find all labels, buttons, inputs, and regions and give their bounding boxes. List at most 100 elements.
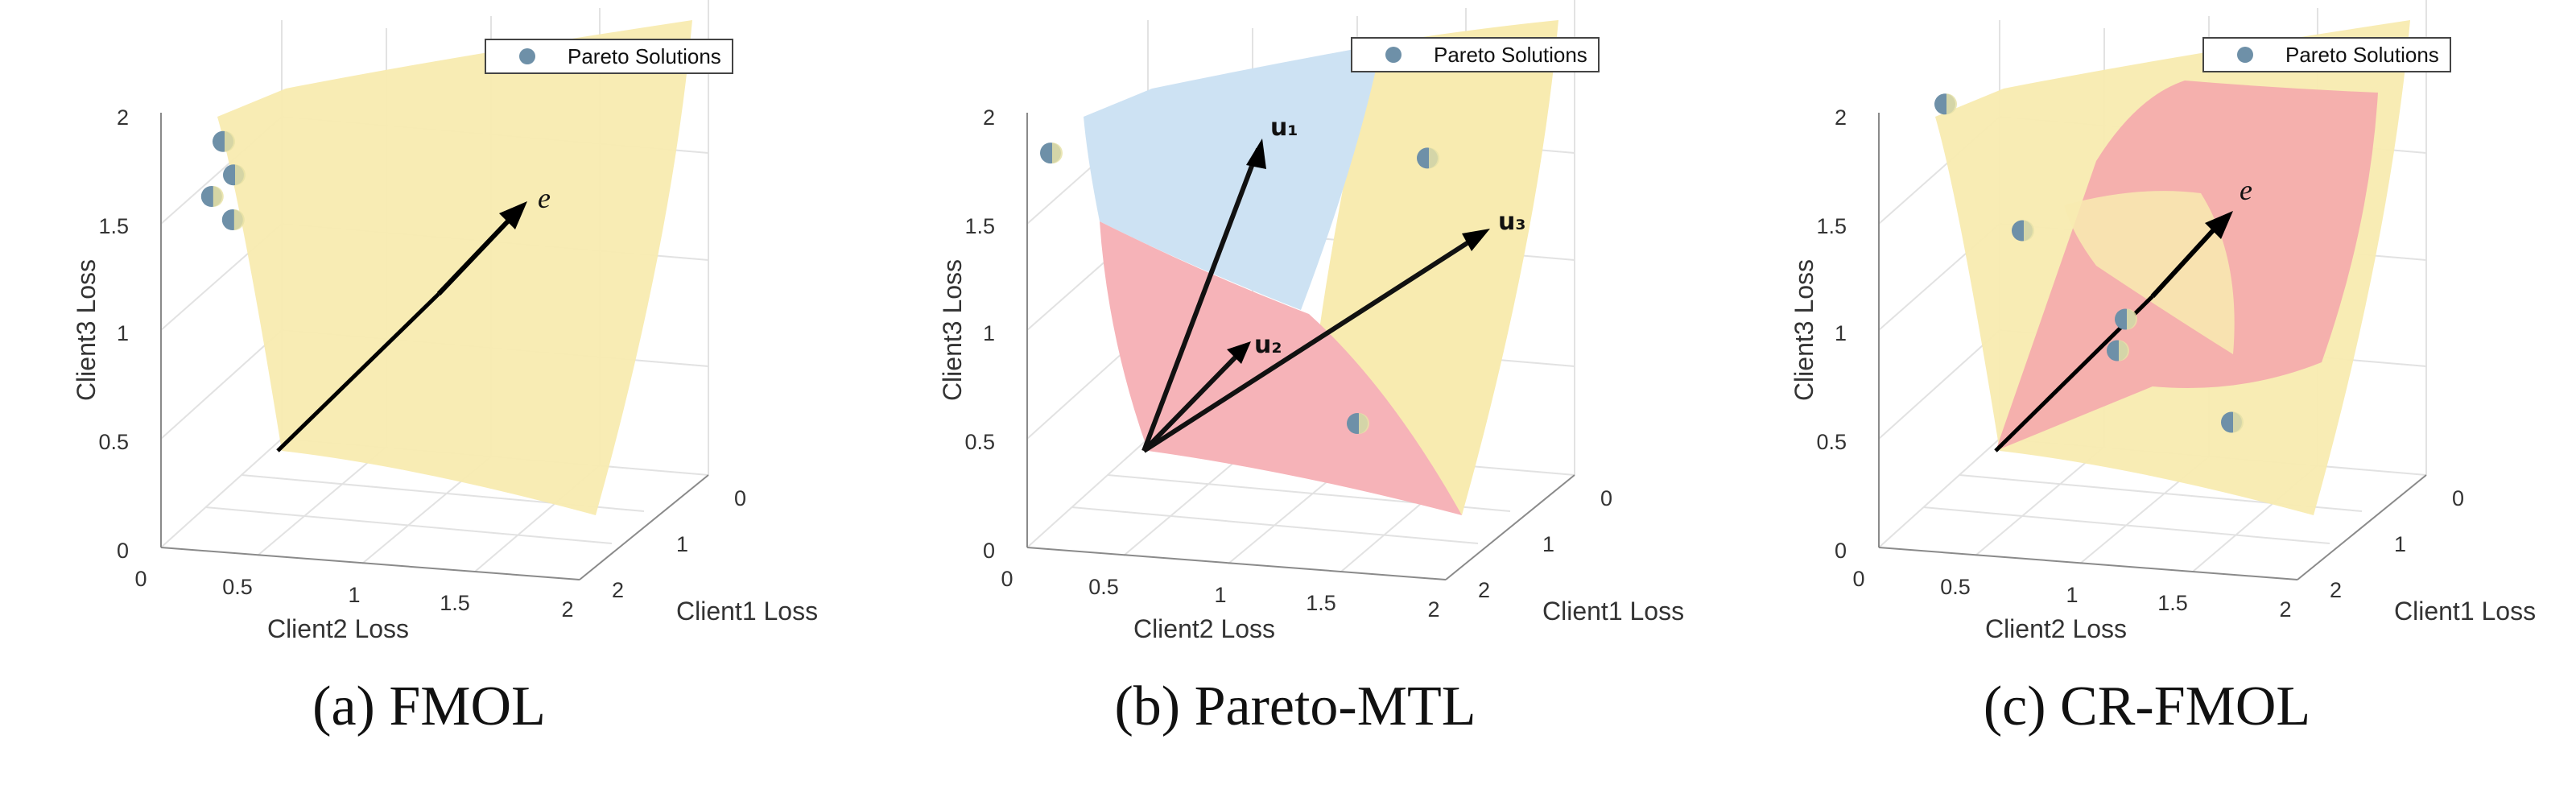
x-tick: 1 — [676, 532, 688, 556]
x-tick-labels: 0 1 2 — [1478, 486, 1612, 602]
pareto-point — [1934, 93, 1957, 115]
vector-label: u₃ — [1498, 208, 1526, 236]
pareto-points — [1040, 143, 1439, 434]
z-tick: 1.5 — [1816, 214, 1847, 238]
z-tick: 0.5 — [98, 430, 129, 454]
y-tick: 1.5 — [2157, 591, 2188, 615]
y-tick: 0.5 — [222, 575, 253, 599]
x-tick-labels: 0 1 2 — [612, 486, 746, 602]
x-tick: 2 — [1478, 578, 1490, 602]
pareto-point — [1040, 143, 1063, 164]
pareto-point — [213, 130, 235, 152]
y-tick-labels: 0 0.5 1 1.5 2 — [134, 567, 573, 622]
y-axis-label: Client2 Loss — [267, 614, 409, 643]
chart-fmol-svg: 0 0.5 1 1.5 2 0 0.5 1 1.5 2 0 1 2 Client… — [72, 0, 818, 643]
y-tick: 1.5 — [1306, 591, 1336, 615]
y-tick: 1 — [2066, 583, 2078, 607]
x-tick: 0 — [734, 486, 746, 510]
legend: Pareto Solutions — [1351, 37, 1600, 72]
region-u2 — [1100, 221, 1462, 515]
z-tick: 2 — [1835, 105, 1847, 130]
y-axis-label: Client2 Loss — [1985, 614, 2127, 643]
x-tick-labels: 0 1 2 — [2330, 486, 2464, 602]
y-tick: 0.5 — [1088, 575, 1119, 599]
caption-pareto-mtl: (b) Pareto-MTL — [1114, 675, 1476, 737]
z-tick: 0 — [983, 539, 995, 563]
z-tick-labels: 0 0.5 1 1.5 2 — [964, 105, 995, 563]
x-tick: 0 — [1600, 486, 1612, 510]
legend: Pareto Solutions — [2202, 37, 2451, 72]
z-tick: 2 — [983, 105, 995, 130]
y-tick: 0 — [1001, 567, 1013, 591]
y-tick-labels: 0 0.5 1 1.5 2 — [1001, 567, 1439, 622]
panel-cr-fmol: 0 0.5 1 1.5 2 0 0.5 1 1.5 2 0 1 2 Client… — [1718, 0, 2576, 789]
x-tick: 2 — [612, 578, 624, 602]
x-tick: 1 — [2394, 532, 2406, 556]
y-tick: 2 — [561, 597, 573, 622]
z-tick: 1 — [983, 321, 995, 345]
z-axis-label: Client3 Loss — [1790, 259, 1818, 401]
x-axis-label: Client1 Loss — [2394, 597, 2536, 626]
z-tick-labels: 0 0.5 1 1.5 2 — [98, 105, 129, 563]
x-tick: 2 — [2330, 578, 2342, 602]
z-tick-labels: 0 0.5 1 1.5 2 — [1816, 105, 1847, 563]
y-tick: 1 — [348, 583, 360, 607]
y-tick: 2 — [1427, 597, 1439, 622]
vector-label: u₁ — [1270, 114, 1298, 142]
x-axis-label: Client1 Loss — [676, 597, 818, 626]
vector-u3: u₃ — [1142, 208, 1526, 453]
z-axis-label: Client3 Loss — [938, 259, 967, 401]
z-tick: 0 — [1835, 539, 1847, 563]
legend-label: Pareto Solutions — [568, 44, 721, 68]
region-u1 — [1084, 44, 1381, 310]
vector-label: e⃗ — [538, 182, 573, 214]
z-tick: 1 — [117, 321, 129, 345]
legend-marker — [2237, 47, 2253, 63]
vector-label: e⃗ — [2240, 174, 2275, 206]
legend-marker — [519, 48, 535, 64]
legend: Pareto Solutions — [485, 39, 733, 74]
pareto-point — [1417, 147, 1439, 169]
z-tick: 1.5 — [98, 214, 129, 238]
pareto-point — [2221, 411, 2244, 433]
y-tick: 1.5 — [440, 591, 470, 615]
vector-u1: u₁ — [1141, 114, 1298, 452]
pareto-point — [223, 164, 246, 186]
z-tick: 1.5 — [964, 214, 995, 238]
y-tick-labels: 0 0.5 1 1.5 2 — [1852, 567, 2291, 622]
legend-label: Pareto Solutions — [1434, 43, 1587, 67]
chart-cr-fmol-svg: 0 0.5 1 1.5 2 0 0.5 1 1.5 2 0 1 2 Client… — [1790, 0, 2536, 643]
z-axis-label: Client3 Loss — [72, 259, 101, 401]
z-tick: 1 — [1835, 321, 1847, 345]
y-tick: 1 — [1214, 583, 1226, 607]
x-axis-label: Client1 Loss — [1542, 597, 1684, 626]
pareto-point — [2107, 340, 2129, 361]
x-tick: 0 — [2452, 486, 2464, 510]
legend-label: Pareto Solutions — [2285, 43, 2439, 67]
pareto-points — [200, 130, 246, 230]
pareto-point — [1347, 413, 1369, 434]
chart-pareto-mtl-svg: 0 0.5 1 1.5 2 0 0.5 1 1.5 2 0 1 2 Client… — [938, 0, 1684, 643]
y-tick: 0 — [1852, 567, 1864, 591]
pareto-point — [2115, 308, 2137, 330]
pareto-point — [200, 186, 224, 207]
y-tick: 2 — [2279, 597, 2291, 622]
panel-fmol: 0 0.5 1 1.5 2 0 0.5 1 1.5 2 0 1 2 Client… — [0, 0, 858, 789]
y-axis-label: Client2 Loss — [1133, 614, 1275, 643]
cone-inner — [2064, 191, 2235, 354]
vector-label: u₂ — [1254, 331, 1282, 359]
pareto-point — [221, 209, 245, 230]
vector-u2: u₂ — [1141, 331, 1282, 453]
vector-e: e⃗ — [276, 182, 573, 452]
z-tick: 0 — [117, 539, 129, 563]
pareto-point — [2012, 220, 2034, 242]
legend-marker — [1385, 47, 1402, 63]
pareto-points — [1934, 93, 2244, 433]
y-tick: 0 — [134, 567, 147, 591]
caption-fmol: (a) FMOL — [312, 675, 546, 737]
z-tick: 0.5 — [964, 430, 995, 454]
z-tick: 2 — [117, 105, 129, 130]
caption-cr-fmol: (c) CR-FMOL — [1983, 675, 2311, 737]
y-tick: 0.5 — [1940, 575, 1971, 599]
panel-pareto-mtl: 0 0.5 1 1.5 2 0 0.5 1 1.5 2 0 1 2 Client… — [866, 0, 1724, 789]
